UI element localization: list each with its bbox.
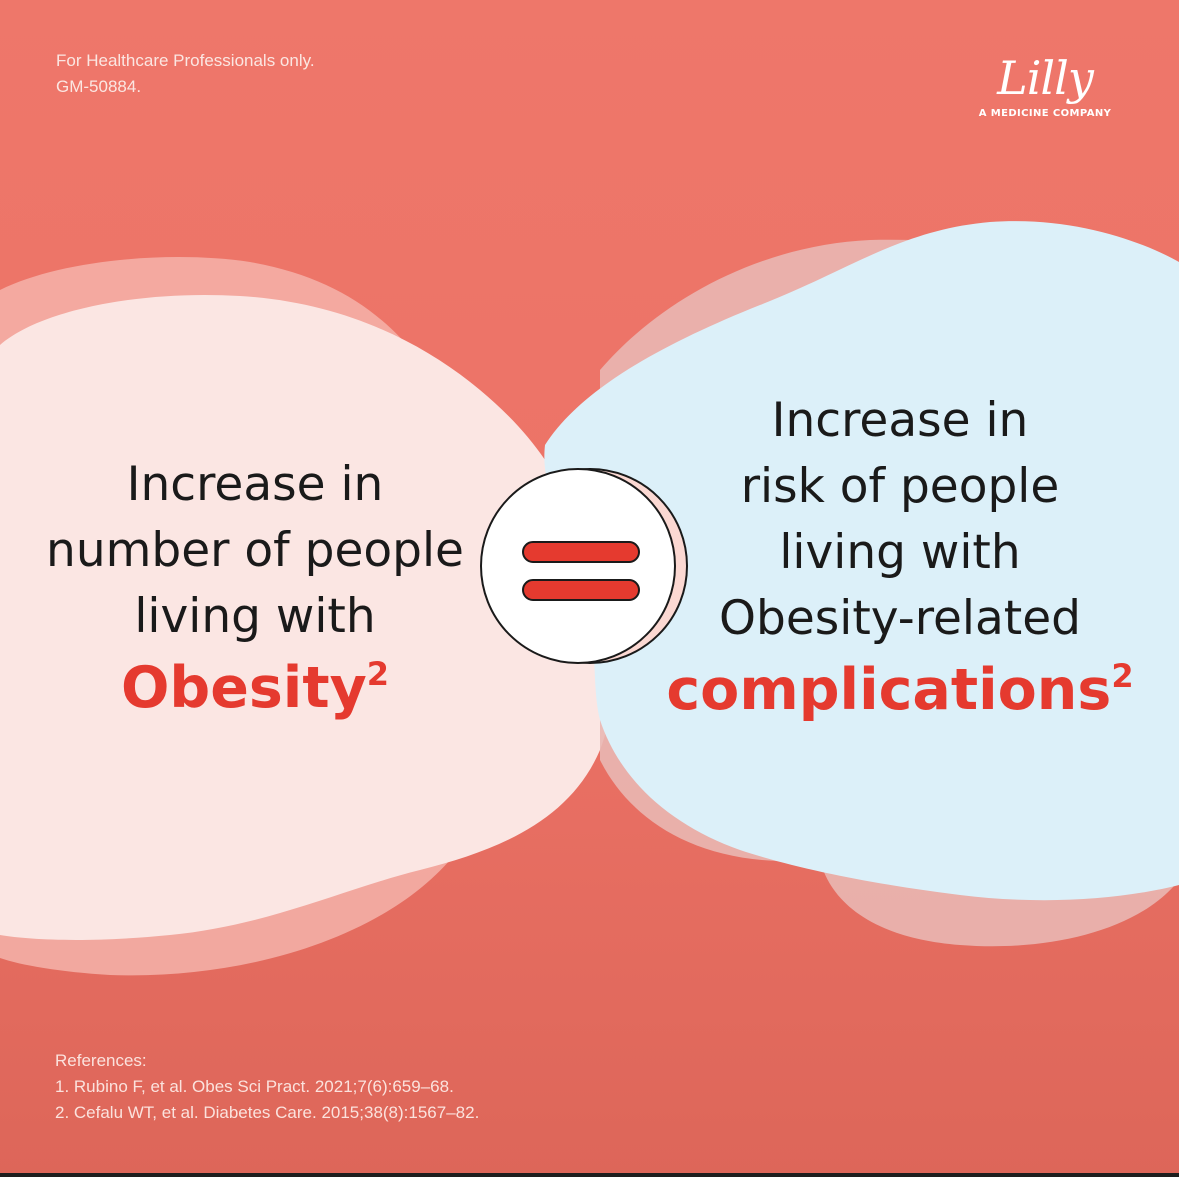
equals-bar-bottom — [522, 579, 640, 601]
left-statement-line: number of people — [46, 523, 464, 578]
logo-wordmark: Lilly — [997, 51, 1094, 105]
reference-item: 2. Cefalu WT, et al. Diabetes Care. 2015… — [55, 1103, 480, 1122]
disclaimer-line: For Healthcare Professionals only. — [56, 51, 315, 70]
right-statement-line: risk of people — [740, 459, 1060, 514]
right-statement-emphasis: complications2 — [640, 652, 1160, 728]
reference-marker: 2 — [1111, 657, 1134, 695]
equals-icon — [478, 466, 690, 668]
right-statement-line: Obesity-related — [719, 591, 1081, 646]
right-statement-line: Increase in — [771, 393, 1029, 448]
logo-tagline: A MEDICINE COMPANY — [978, 108, 1112, 119]
reference-item: 1. Rubino F, et al. Obes Sci Pract. 2021… — [55, 1077, 454, 1096]
left-statement: Increase in number of people living with… — [20, 452, 490, 726]
references-heading: References: — [55, 1051, 147, 1070]
right-blob — [544, 221, 1179, 901]
lilly-logo: Lilly A MEDICINE COMPANY — [950, 52, 1140, 119]
reference-marker: 2 — [366, 655, 390, 693]
bottom-divider — [0, 1173, 1179, 1177]
equals-icon-circle — [480, 468, 676, 664]
disclaimer: For Healthcare Professionals only. GM-50… — [56, 48, 315, 100]
document-code: GM-50884. — [56, 77, 142, 96]
left-statement-line: living with — [134, 589, 376, 644]
references: References: 1. Rubino F, et al. Obes Sci… — [55, 1048, 479, 1126]
left-statement-emphasis: Obesity2 — [20, 650, 490, 726]
right-statement-line: living with — [779, 525, 1021, 580]
right-statement: Increase in risk of people living with O… — [640, 388, 1160, 728]
left-statement-line: Increase in — [126, 457, 384, 512]
left-blob — [0, 294, 611, 940]
equals-bar-top — [522, 541, 640, 563]
emphasis-word: complications — [666, 657, 1112, 723]
emphasis-word: Obesity — [120, 655, 367, 721]
